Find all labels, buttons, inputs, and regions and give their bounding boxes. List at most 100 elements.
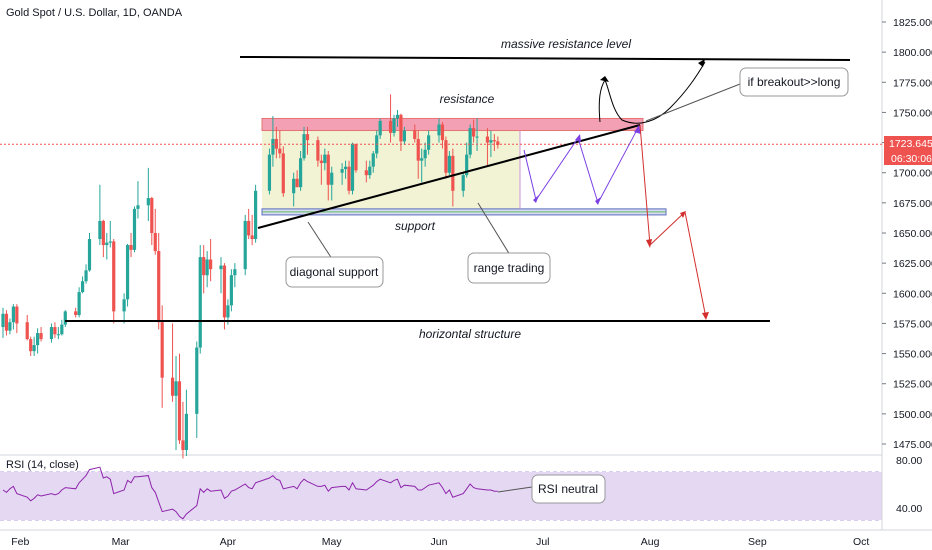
price-tick-label: 1750.000: [893, 107, 932, 119]
candle-body: [29, 339, 33, 352]
breakout-box[interactable]: [739, 67, 849, 97]
rsi-title: RSI (14, close): [6, 459, 79, 471]
candle: [485, 128, 490, 167]
candle-body: [233, 269, 237, 276]
callout-pointer: [645, 83, 741, 122]
candle: [105, 233, 109, 260]
candle: [146, 167, 150, 221]
candle-body: [388, 120, 393, 133]
price-tick-label: 1825.000: [893, 17, 932, 29]
candle: [323, 148, 327, 171]
candle: [354, 143, 358, 173]
price-tick-label: 1625.000: [893, 258, 932, 270]
candle-body: [184, 413, 188, 451]
red-breakdown-path[interactable]: [639, 124, 707, 319]
candle: [492, 134, 496, 152]
candle-body: [74, 311, 78, 315]
candle: [278, 130, 282, 159]
time-tick-label: Mar: [112, 536, 131, 548]
range-trading-label: range trading: [474, 261, 545, 275]
candle: [440, 122, 445, 149]
candle: [243, 214, 247, 276]
massive-resistance-line[interactable]: [239, 55, 851, 61]
price-tick-label: 1500.000: [893, 409, 932, 421]
candle: [475, 118, 479, 152]
candle: [247, 208, 251, 240]
current-price-value: 1723.645: [889, 138, 932, 150]
resistance-label: resistance: [440, 92, 495, 106]
candle: [129, 233, 133, 258]
candle-body: [416, 138, 420, 161]
candle-body: [11, 306, 15, 323]
range-trading-box-callout[interactable]: [467, 252, 551, 284]
candle-body: [219, 265, 223, 270]
price-tick-label: 1800.000: [893, 47, 932, 59]
candle-body: [250, 235, 254, 240]
candle-body: [330, 172, 334, 185]
rsi-tick-label: 40.00: [896, 503, 922, 515]
candle-body: [475, 136, 479, 138]
candle-body: [198, 257, 202, 348]
candle: [181, 401, 185, 459]
time-tick-label: Apr: [220, 536, 237, 548]
candle: [388, 94, 393, 143]
candle-body: [440, 124, 445, 141]
candle: [49, 323, 54, 343]
candle: [63, 310, 67, 328]
candle-body: [278, 148, 282, 154]
candle: [267, 148, 272, 195]
arrowhead: [575, 134, 581, 142]
candle-body: [195, 347, 199, 414]
candle-body: [364, 170, 368, 176]
candle-body: [343, 166, 348, 170]
candle: [364, 160, 368, 183]
candle-body: [129, 245, 133, 250]
rsi-line[interactable]: [2, 466, 498, 520]
candle-body: [350, 143, 355, 191]
candle-body: [472, 128, 476, 137]
candle-body: [112, 241, 116, 312]
candle-body: [146, 198, 150, 206]
resistance-zone[interactable]: [261, 117, 644, 132]
rsi-neutral-box[interactable]: [531, 474, 606, 504]
time-tick-label: May: [322, 536, 343, 548]
candle-body: [132, 208, 137, 250]
candle-body: [413, 130, 417, 139]
candle: [395, 110, 400, 127]
time-axis[interactable]: Feb Mar Apr May Jun Jul Aug Sep Oct: [11, 536, 869, 548]
time-tick-label: Feb: [11, 536, 29, 548]
candle-body: [84, 270, 88, 282]
price-tick-label: 1650.000: [893, 228, 932, 240]
breakout-upper-path[interactable]: [598, 61, 706, 124]
candle: [340, 163, 344, 185]
price-axis[interactable]: 1825.0001800.0001775.0001750.0001725.000…: [882, 17, 932, 451]
candle-body: [437, 124, 441, 136]
diagonal-support-box[interactable]: [285, 256, 384, 288]
candle: [423, 142, 427, 167]
candle-body: [423, 149, 427, 159]
candle: [233, 263, 237, 288]
candle: [157, 233, 161, 330]
candle-body: [108, 241, 112, 243]
price-tick-label: 1700.000: [893, 168, 932, 180]
candle: [87, 233, 92, 272]
candle-body: [98, 220, 102, 240]
candle-body: [347, 166, 351, 191]
candle-body: [451, 155, 455, 191]
arrowhead: [634, 125, 641, 134]
candle: [305, 126, 310, 155]
candle: [368, 160, 372, 179]
candle: [250, 214, 254, 246]
rsi-axis[interactable]: 80.00 40.00: [896, 455, 922, 515]
candle: [101, 219, 105, 258]
candle: [451, 148, 455, 207]
zones-layer: [261, 117, 667, 216]
candle: [8, 318, 12, 335]
candle-body: [8, 322, 12, 331]
candle-body: [492, 140, 496, 142]
candle-body: [150, 198, 154, 233]
candle-body: [402, 130, 406, 142]
purple-zigzag-path[interactable]: [523, 127, 639, 205]
diagonal-support-line[interactable]: [257, 124, 641, 229]
